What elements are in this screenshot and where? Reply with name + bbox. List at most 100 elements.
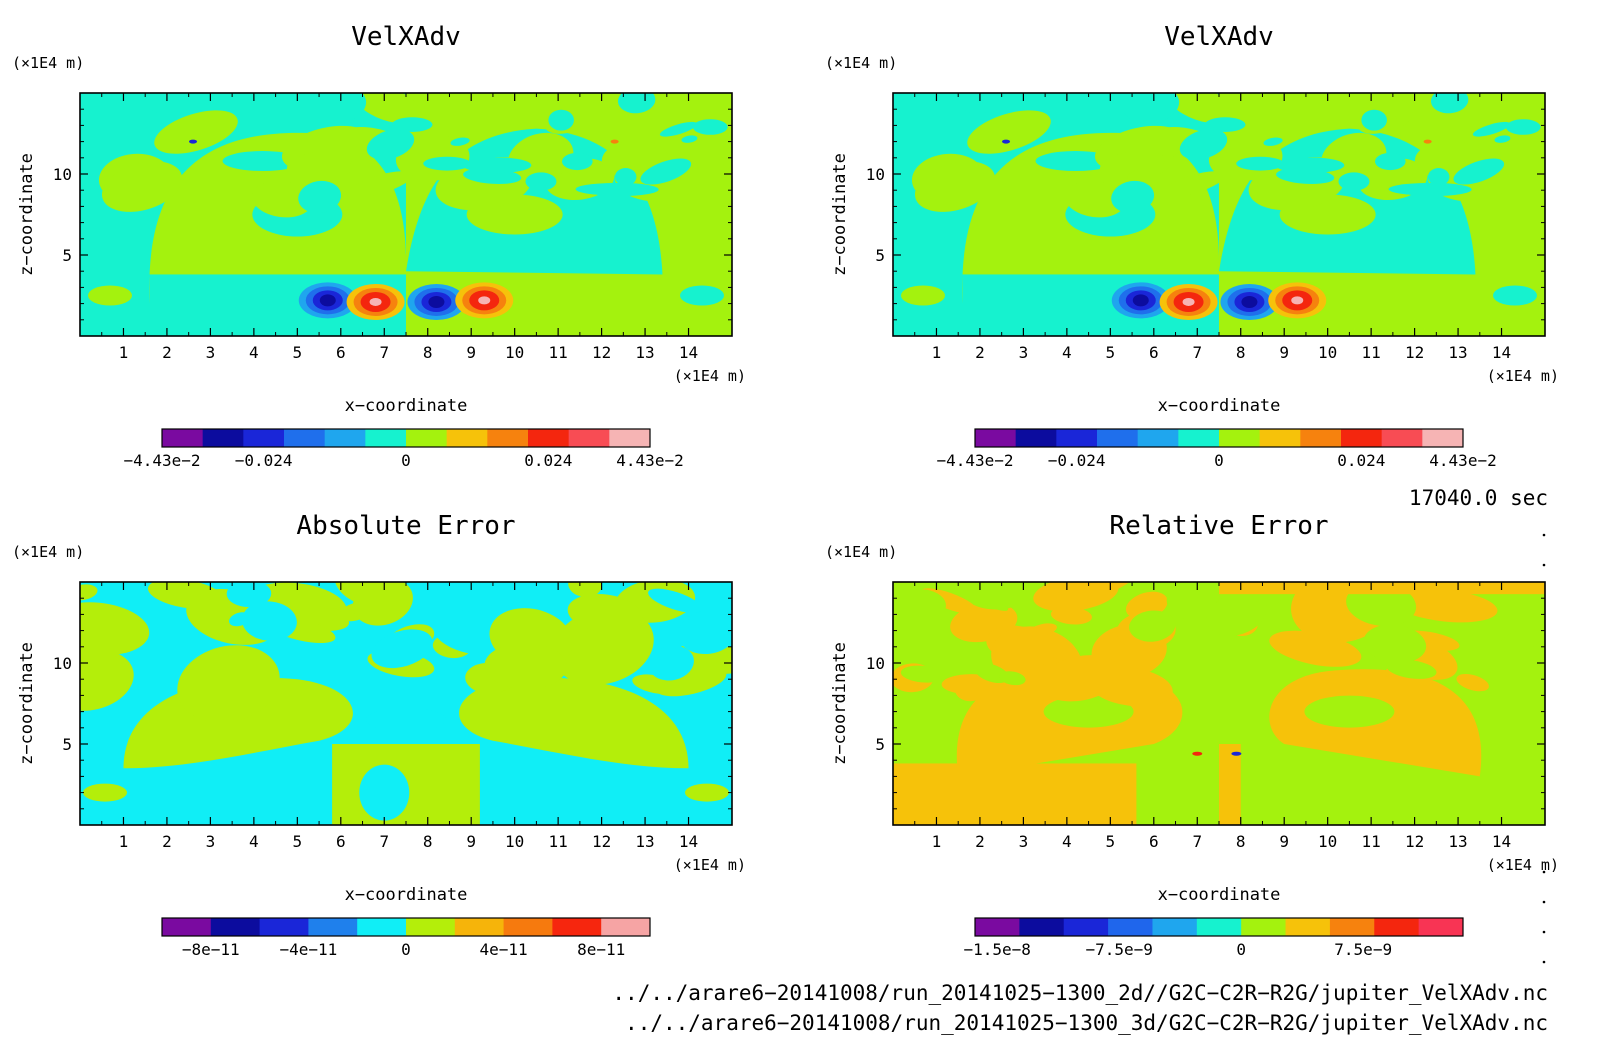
colorbar-label: 0 (1236, 940, 1246, 959)
x-tick-label: 11 (549, 832, 568, 851)
y-tick-label: 10 (866, 654, 885, 673)
x-tick-label: 12 (1405, 343, 1424, 362)
colorbar-swatch (609, 429, 651, 447)
time-label: 17040.0 sec (1409, 486, 1548, 510)
colorbar-swatch (1152, 918, 1198, 936)
x-tick-label: 5 (293, 832, 303, 851)
colorbar-swatch (1422, 429, 1464, 447)
colorbar-label: 8e−11 (577, 940, 625, 959)
dipole-mark (428, 295, 445, 308)
x-tick-label: 9 (1279, 832, 1289, 851)
dipole-mark (1182, 297, 1195, 306)
x-tick-label: 14 (679, 832, 698, 851)
y-unit-label: (×1E4 m) (825, 54, 897, 72)
colorbar-swatch (202, 429, 244, 447)
x-tick-label: 14 (1492, 832, 1511, 851)
file-path-2d: ../../arare6−20141008/run_20141025−1300_… (612, 981, 1548, 1005)
panel-title: Absolute Error (296, 511, 515, 541)
y-unit-label: (×1E4 m) (825, 543, 897, 561)
x-tick-label: 9 (466, 832, 476, 851)
colorbar-swatch (1341, 429, 1383, 447)
colorbar-swatch (487, 429, 529, 447)
x-axis-label: x−coordinate (345, 885, 468, 905)
dipole-mark (1132, 294, 1149, 307)
colorbar: −4.43e−2 −0.024 0 0.024 4.43e−2 (936, 428, 1497, 470)
x-tick-label: 1 (932, 343, 942, 362)
colorbar-swatch (1418, 918, 1464, 936)
colorbar-swatch (446, 429, 488, 447)
x-tick-label: 7 (1192, 343, 1202, 362)
colorbar-label: −8e−11 (182, 940, 240, 959)
y-axis-label: z−coordinate (17, 153, 37, 276)
colorbar-label: 4e−11 (480, 940, 528, 959)
x-unit-label: (×1E4 m) (1487, 367, 1559, 385)
x-tick-label: 13 (1448, 343, 1467, 362)
colorbar-label: 4.43e−2 (1429, 451, 1496, 470)
panel-title: Relative Error (1109, 511, 1328, 541)
colorbar-swatch (1015, 429, 1057, 447)
colorbar-swatch (1137, 429, 1179, 447)
colorbar-label: −4.43e−2 (936, 451, 1013, 470)
dipole-mark (1241, 295, 1258, 308)
x-tick-label: 8 (1236, 343, 1246, 362)
x-tick-label: 14 (1492, 343, 1511, 362)
colorbar-label: −7.5e−9 (1085, 940, 1152, 959)
colorbar-swatch (503, 918, 553, 936)
y-tick-label: 5 (875, 246, 885, 265)
colorbar-swatch (601, 918, 651, 936)
colorbar-label: 4.43e−2 (616, 451, 683, 470)
heatmap-field (80, 93, 732, 336)
colorbar-label: 0.024 (1337, 451, 1385, 470)
panel-title: VelXAdv (351, 22, 461, 52)
colorbar-label: 0 (401, 451, 411, 470)
colorbar-swatch (1300, 429, 1342, 447)
colorbar: −1.5e−8 −7.5e−9 0 7.5e−9 (963, 917, 1464, 959)
colorbar-label: 0.024 (524, 451, 572, 470)
y-tick-label: 10 (866, 165, 885, 184)
x-axis-label: x−coordinate (1158, 396, 1281, 416)
x-tick-label: 10 (1318, 343, 1337, 362)
x-tick-label: 4 (1062, 343, 1072, 362)
y-tick-label: 5 (62, 246, 72, 265)
x-tick-label: 5 (293, 343, 303, 362)
dipole-mark (1291, 296, 1304, 305)
colorbar-label: −1.5e−8 (963, 940, 1030, 959)
heatmap-field (893, 93, 1545, 336)
x-tick-label: 2 (162, 343, 172, 362)
colorbar-swatch (243, 429, 285, 447)
x-tick-label: 8 (1236, 832, 1246, 851)
panel-title: VelXAdv (1164, 22, 1274, 52)
y-tick-label: 10 (53, 165, 72, 184)
heatmap-field (80, 582, 732, 825)
x-tick-label: 10 (1318, 832, 1337, 851)
colorbar-swatch (1374, 918, 1420, 936)
x-tick-label: 10 (505, 832, 524, 851)
x-tick-label: 1 (119, 343, 129, 362)
x-tick-label: 12 (592, 832, 611, 851)
colorbar: −8e−11 −4e−11 0 4e−11 8e−11 (161, 917, 651, 959)
y-tick-label: 5 (62, 735, 72, 754)
x-tick-label: 4 (1062, 832, 1072, 851)
dipole-mark (369, 297, 382, 306)
x-tick-label: 12 (1405, 832, 1424, 851)
colorbar-swatch (1196, 918, 1242, 936)
colorbar-swatch (1241, 918, 1287, 936)
y-tick-label: 5 (875, 735, 885, 754)
x-tick-label: 11 (549, 343, 568, 362)
colorbar-label: −0.024 (235, 451, 293, 470)
colorbar-swatch (324, 429, 366, 447)
colorbar-swatch (210, 918, 261, 936)
colorbar-swatch (1285, 918, 1331, 936)
x-tick-label: 13 (635, 832, 654, 851)
colorbar-swatch (357, 918, 407, 936)
x-tick-label: 6 (1149, 343, 1159, 362)
x-tick-label: 14 (679, 343, 698, 362)
colorbar-label: 0 (401, 940, 411, 959)
colorbar-swatch (975, 918, 1020, 936)
y-axis-label: z−coordinate (830, 642, 850, 765)
dipole-mark (478, 296, 491, 305)
colorbar-swatch (975, 429, 1017, 447)
x-tick-label: 1 (932, 832, 942, 851)
colorbar-swatch (568, 429, 610, 447)
